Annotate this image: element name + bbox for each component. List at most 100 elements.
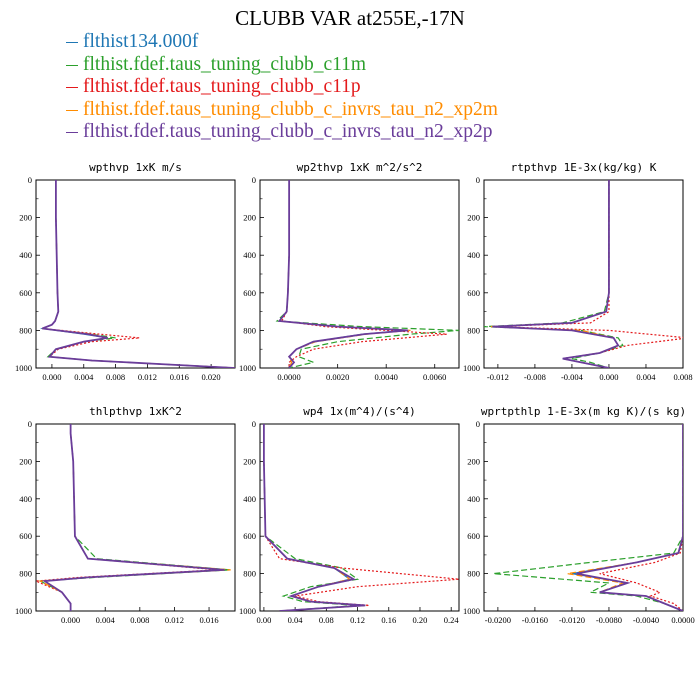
series-line <box>42 180 235 368</box>
x-tick-label: 0.008 <box>130 615 149 625</box>
series-line <box>42 180 235 368</box>
legend-entry: flthist134.000f <box>66 31 498 54</box>
y-tick-label: 1000 <box>15 606 32 616</box>
y-tick-label: 400 <box>467 250 480 260</box>
x-tick-label: 0.016 <box>170 372 189 382</box>
x-tick-label: 0.04 <box>288 615 304 625</box>
legend-entry: flthist.fdef.taus_tuning_clubb_c_invrs_t… <box>66 99 498 122</box>
series-line <box>40 180 235 368</box>
series-line <box>493 424 683 611</box>
y-tick-label: 200 <box>19 213 32 223</box>
panel-title: rtpthvp 1E-3x(kg/kg) K <box>511 161 657 174</box>
legend-line-swatch <box>66 109 78 111</box>
series-line <box>493 180 683 368</box>
y-tick-label: 1000 <box>463 363 480 373</box>
series-line <box>38 424 231 611</box>
y-tick-label: 400 <box>243 494 256 504</box>
legend-label: flthist.fdef.taus_tuning_clubb_c11m <box>83 53 367 75</box>
legend: flthist134.000f flthist.fdef.taus_tuning… <box>66 31 498 144</box>
x-tick-label: -0.0160 <box>522 615 548 625</box>
x-tick-label: 0.016 <box>199 615 218 625</box>
panel-title: wp4 1x(m^4)/(s^4) <box>303 405 416 418</box>
y-tick-label: 0 <box>252 419 256 429</box>
y-tick-label: 600 <box>243 531 256 541</box>
series-line <box>493 180 620 368</box>
series-line <box>41 424 225 611</box>
series-line <box>42 180 235 368</box>
x-tick-label: 0.12 <box>350 615 365 625</box>
legend-line-swatch <box>66 64 78 66</box>
x-tick-label: 0.020 <box>202 372 221 382</box>
legend-entry: flthist.fdef.taus_tuning_clubb_c11p <box>66 76 498 99</box>
series-line <box>278 180 411 368</box>
series-line <box>263 424 366 611</box>
y-tick-label: 800 <box>19 569 32 579</box>
series-line <box>576 424 683 611</box>
series-line <box>280 180 447 368</box>
series-line <box>262 424 366 611</box>
x-tick-label: -0.004 <box>561 372 584 382</box>
y-tick-label: 200 <box>19 456 32 466</box>
y-tick-label: 1000 <box>15 363 32 373</box>
chart-panel: wp2thvp 1xK m^2/s^2 0 200 400 600 800 1000 0.00… <box>239 161 460 382</box>
y-tick-label: 200 <box>467 456 480 466</box>
y-tick-label: 400 <box>467 494 480 504</box>
x-tick-label: 0.0000 <box>671 615 694 625</box>
y-tick-label: 800 <box>243 569 256 579</box>
y-tick-label: 0 <box>476 175 480 185</box>
panel-title: wpthvp 1xK m/s <box>89 161 182 174</box>
y-tick-label: 600 <box>243 288 256 298</box>
y-tick-label: 600 <box>19 531 32 541</box>
y-tick-label: 200 <box>243 213 256 223</box>
x-tick-label: 0.16 <box>381 615 396 625</box>
plot-frame <box>35 423 236 612</box>
x-tick-label: -0.0080 <box>596 615 622 625</box>
x-tick-label: 0.008 <box>673 372 692 382</box>
y-tick-label: 800 <box>19 325 32 335</box>
y-tick-label: 0 <box>28 419 32 429</box>
x-tick-label: 0.000 <box>61 615 80 625</box>
y-tick-label: 600 <box>467 288 480 298</box>
y-tick-label: 0 <box>252 175 256 185</box>
x-tick-label: 0.000 <box>599 372 618 382</box>
plot-frame <box>35 179 236 369</box>
y-tick-label: 400 <box>19 250 32 260</box>
x-tick-label: 0.004 <box>636 372 656 382</box>
series-line <box>38 424 231 611</box>
x-tick-label: 0.0060 <box>423 372 446 382</box>
legend-entry: flthist.fdef.taus_tuning_clubb_c_invrs_t… <box>66 121 498 144</box>
panel-title: wprtpthlp 1-E-3x(m kg K)/(s kg) <box>481 405 686 418</box>
series-line <box>263 424 459 611</box>
chart-panel: thlpthvp 1xK^2 0 200 400 600 800 1000 0.000 0.00… <box>15 405 236 625</box>
y-tick-label: 400 <box>243 250 256 260</box>
x-tick-label: 0.0040 <box>375 372 398 382</box>
series-line <box>484 180 624 368</box>
y-tick-label: 600 <box>467 531 480 541</box>
x-tick-label: 0.08 <box>319 615 334 625</box>
x-tick-label: -0.008 <box>524 372 546 382</box>
plot-frame <box>483 423 684 612</box>
plot-frame <box>259 423 460 612</box>
x-tick-label: 0.20 <box>413 615 428 625</box>
plot-frame <box>483 179 684 369</box>
legend-label: flthist.fdef.taus_tuning_clubb_c_invrs_t… <box>83 98 498 120</box>
y-tick-label: 1000 <box>463 606 480 616</box>
panel-title: wp2thvp 1xK m^2/s^2 <box>297 161 423 174</box>
x-tick-label: 0.24 <box>444 615 460 625</box>
y-tick-label: 1000 <box>239 363 256 373</box>
y-tick-label: 0 <box>476 419 480 429</box>
series-line <box>42 180 235 368</box>
series-line <box>263 424 366 611</box>
x-tick-label: 0.008 <box>106 372 125 382</box>
y-tick-label: 0 <box>28 175 32 185</box>
x-tick-label: -0.0200 <box>485 615 511 625</box>
series-line <box>490 180 620 368</box>
x-tick-label: 0.012 <box>165 615 184 625</box>
y-tick-label: 600 <box>19 288 32 298</box>
legend-label: flthist.fdef.taus_tuning_clubb_c11p <box>83 76 361 97</box>
x-tick-label: -0.0120 <box>559 615 585 625</box>
legend-label: flthist.fdef.taus_tuning_clubb_c_invrs_t… <box>83 121 493 142</box>
x-tick-label: 0.004 <box>96 615 116 625</box>
x-tick-label: 0.000 <box>42 372 61 382</box>
